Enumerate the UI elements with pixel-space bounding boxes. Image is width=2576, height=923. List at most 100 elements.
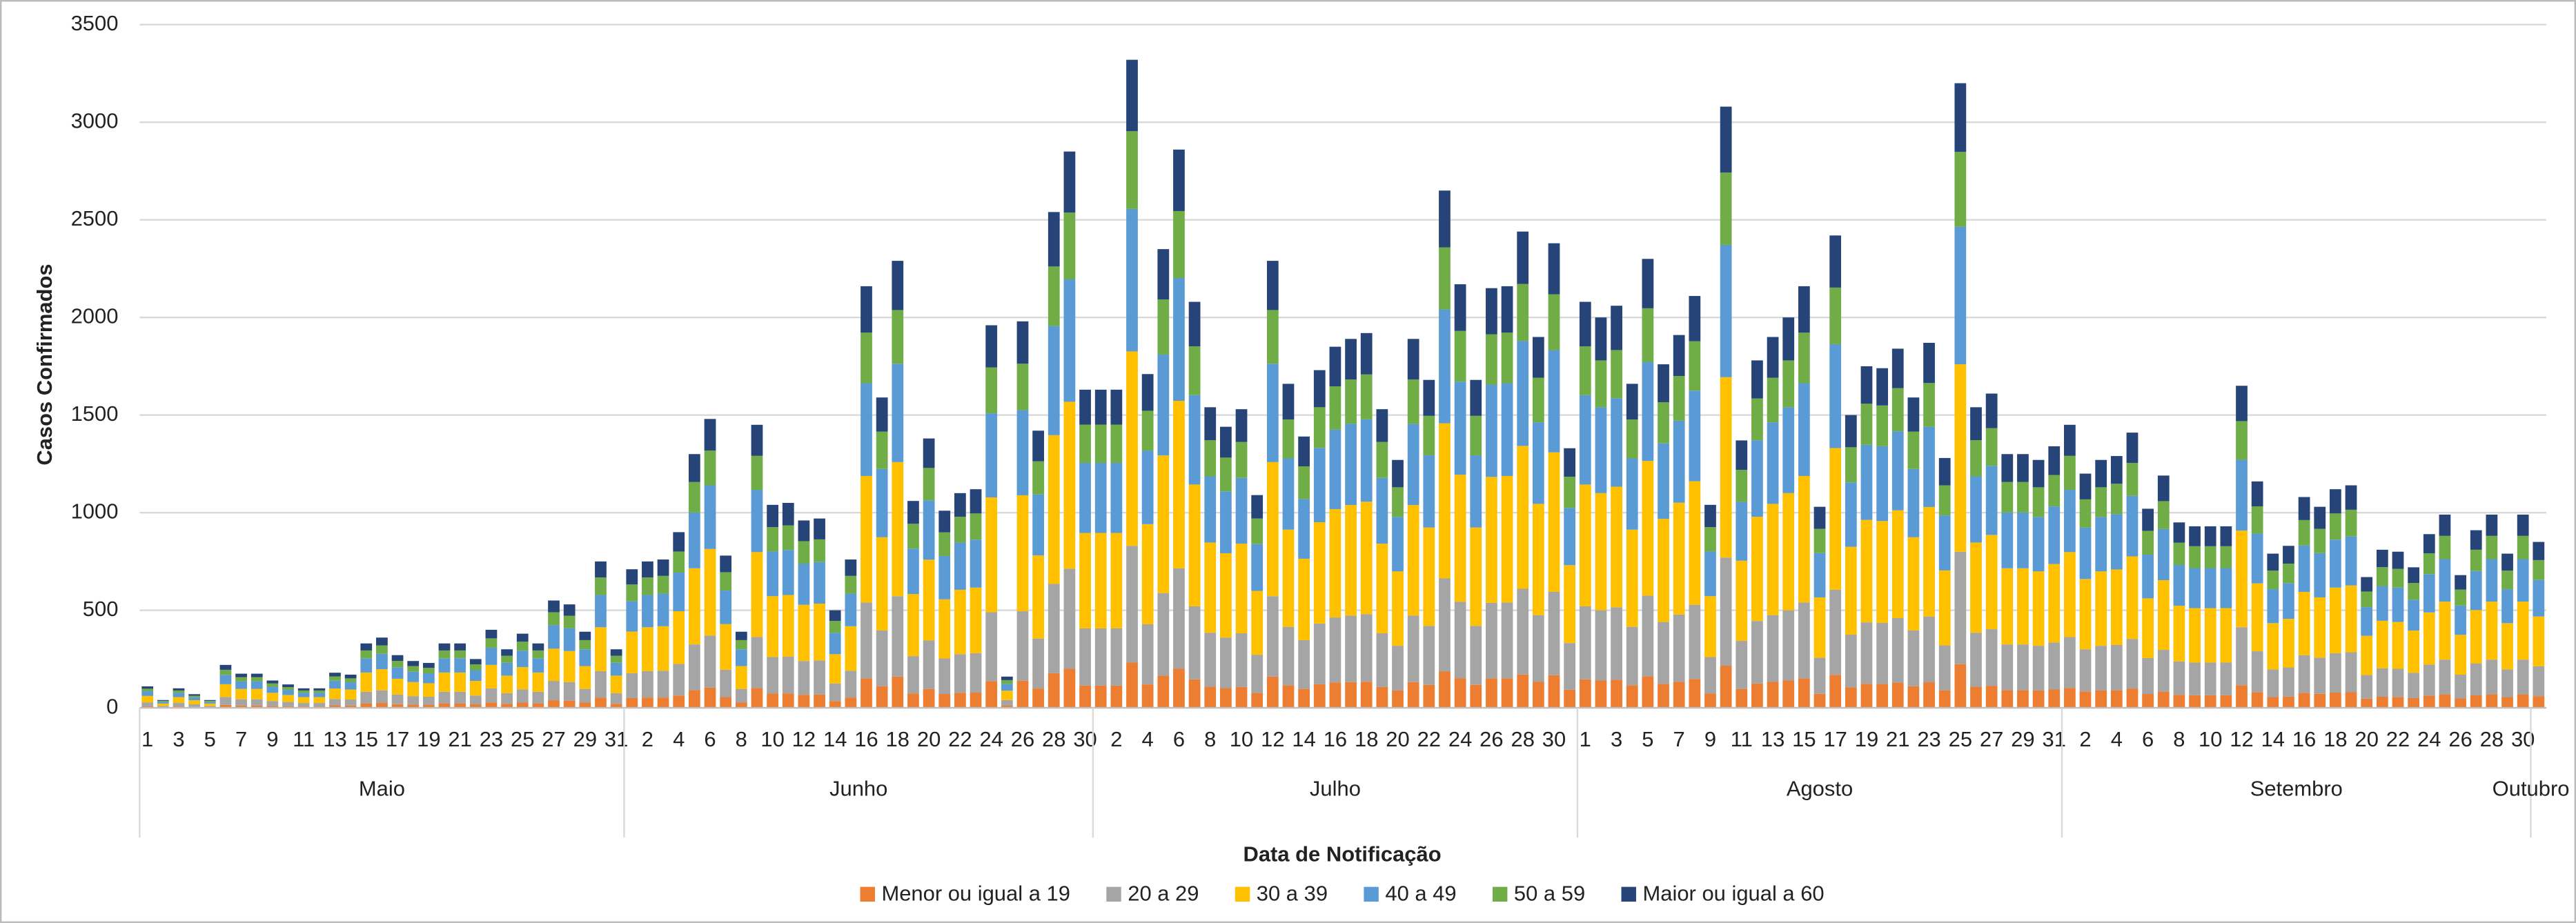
bar-segment [329, 676, 341, 681]
bar-segment [1470, 455, 1482, 528]
bar-segment [1470, 415, 1482, 455]
bar-segment [2142, 598, 2154, 658]
x-tick-label: 1 [141, 727, 153, 751]
bar-segment [1548, 350, 1560, 453]
bar-segment [2439, 514, 2451, 536]
bar-segment [782, 502, 794, 526]
bar-segment [2517, 535, 2529, 559]
bar-segment [454, 691, 466, 704]
bar-segment [985, 681, 998, 708]
bar-segment [204, 703, 216, 706]
bar-segment [2017, 690, 2029, 708]
bar-segment [1032, 430, 1044, 461]
bar-segment [1501, 678, 1513, 708]
bar-segment [2157, 650, 2170, 692]
bar-segment [1266, 261, 1279, 310]
bar-segment [329, 688, 341, 699]
bar-segment [1642, 595, 1654, 677]
legend-swatch [1492, 886, 1508, 902]
bar-segment [1470, 684, 1482, 708]
y-tick-label: 500 [83, 597, 119, 621]
bar-segment [782, 656, 794, 694]
bar-segment [219, 664, 232, 670]
bar-segment [1407, 615, 1419, 682]
bar-segment [1954, 364, 1967, 552]
legend-swatch [860, 886, 875, 902]
bar-segment [735, 702, 747, 708]
bar-segment [1720, 106, 1732, 173]
bar-segment [2032, 487, 2045, 517]
x-group-label: Maio [359, 776, 405, 800]
x-tick-label: 16 [2292, 727, 2316, 751]
bar-segment [2236, 386, 2248, 421]
x-tick-label: 17 [386, 727, 409, 751]
bar-segment [188, 700, 201, 705]
bar-segment [1798, 333, 1810, 384]
bar-segment [1079, 424, 1091, 463]
bar-segment [1141, 450, 1154, 524]
bar-segment [782, 595, 794, 657]
bar-segment [688, 454, 700, 482]
bar-segment [1094, 685, 1107, 708]
bar-segment [2220, 608, 2232, 663]
bar-segment [173, 688, 185, 691]
bar-segment [1173, 568, 1185, 669]
x-tick-label: 7 [1673, 727, 1685, 751]
bar-segment [876, 630, 888, 686]
bar-segment [595, 697, 607, 708]
bar-segment [1845, 447, 1857, 483]
bar-segment [188, 695, 201, 697]
bar-segment [1220, 491, 1232, 554]
bar-segment [1876, 521, 1888, 624]
bar-segment [344, 699, 357, 706]
bar-segment [938, 694, 951, 708]
bar-segment [2533, 666, 2545, 697]
bar-segment [2236, 627, 2248, 686]
bar-segment [2361, 698, 2373, 708]
bar-segment [845, 626, 857, 671]
bar-segment [313, 693, 326, 697]
bar-segment [2110, 644, 2123, 691]
bar-segment [2032, 517, 2045, 572]
bar-segment [2157, 475, 2170, 502]
bar-segment [1345, 505, 1357, 616]
bar-segment [2376, 586, 2388, 621]
bar-segment [1063, 401, 1076, 569]
bar-segment [2298, 519, 2310, 546]
bar-segment [2001, 512, 2014, 568]
bar-segment [235, 699, 247, 706]
bar-segment [516, 651, 529, 667]
bar-segment [1813, 528, 1826, 553]
bar-segment [1204, 542, 1217, 633]
bar-segment [422, 696, 435, 705]
bar-segment [735, 639, 747, 650]
bar-segment [1564, 448, 1576, 477]
bar-segment [1126, 351, 1138, 546]
bar-segment [1173, 210, 1185, 279]
x-tick-label: 20 [917, 727, 941, 751]
bar-segment [422, 668, 435, 674]
bar-segment [1532, 337, 1544, 378]
x-tick-label: 6 [704, 727, 716, 751]
bar-segment [595, 671, 607, 698]
x-tick-label: 2 [2079, 727, 2091, 751]
x-tick-label: 10 [760, 727, 784, 751]
bar-segment [1970, 686, 1982, 708]
bar-segment [563, 628, 576, 651]
bar-segment [329, 705, 341, 708]
bar-segment [1454, 381, 1466, 475]
bar-segment [360, 691, 373, 704]
bar-segment [814, 694, 825, 708]
bar-segment [907, 656, 919, 694]
bar-segment [469, 681, 482, 696]
bar-segment [2470, 695, 2482, 708]
bar-segment [2486, 514, 2498, 536]
bar-segment [814, 518, 825, 539]
bar-segment [2423, 574, 2435, 613]
bar-segment [1079, 389, 1091, 425]
bar-segment [2126, 639, 2139, 689]
bar-segment [938, 658, 951, 695]
bar-segment [1392, 487, 1404, 517]
bar-segment [704, 548, 716, 636]
bar-segment [2283, 563, 2294, 584]
